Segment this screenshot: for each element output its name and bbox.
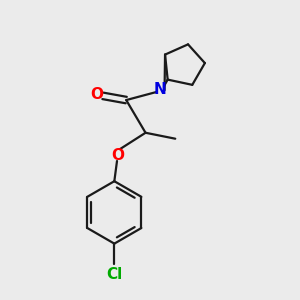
- Text: N: N: [154, 82, 167, 97]
- Text: O: O: [90, 87, 103, 102]
- Text: Cl: Cl: [106, 267, 122, 282]
- Text: O: O: [111, 148, 124, 163]
